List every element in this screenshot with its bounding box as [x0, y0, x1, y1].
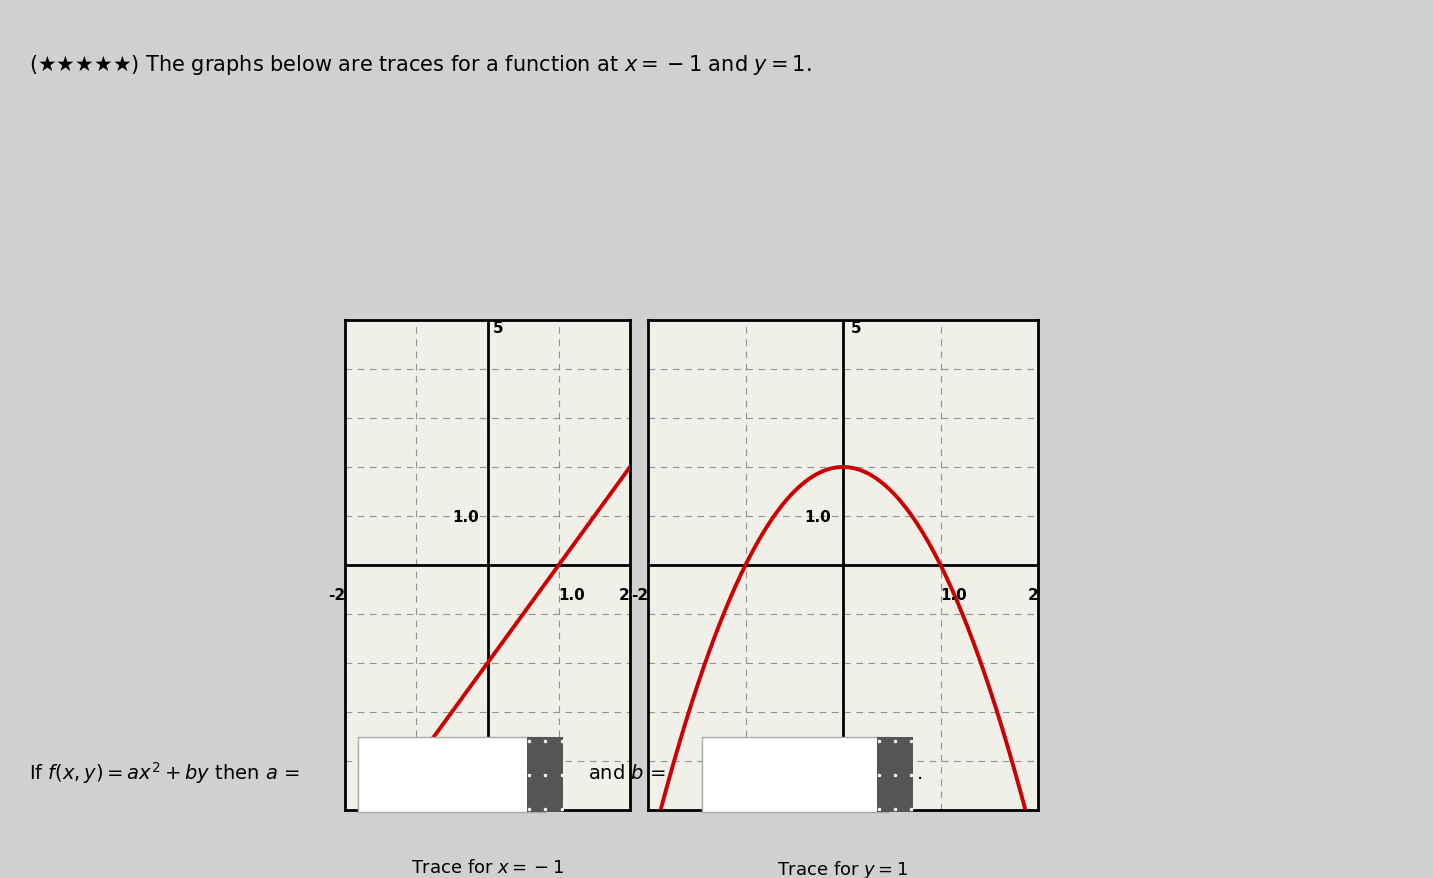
Text: 2: 2 [1027, 587, 1037, 602]
Text: Trace for $y = 1$: Trace for $y = 1$ [778, 859, 909, 878]
Text: -5: -5 [851, 795, 868, 810]
Text: 1.0: 1.0 [940, 587, 967, 602]
Text: 5: 5 [851, 320, 861, 335]
Text: 1.0: 1.0 [559, 587, 586, 602]
Text: 1.0: 1.0 [804, 509, 831, 524]
Text: -2: -2 [631, 587, 648, 602]
Text: If $f(x, y) = ax^2 + by$ then $a$ =: If $f(x, y) = ax^2 + by$ then $a$ = [29, 759, 299, 786]
Text: 5: 5 [493, 320, 504, 335]
Text: and $b$ =: and $b$ = [588, 763, 665, 782]
Text: ($\bigstar\bigstar\bigstar\bigstar\bigstar$) The graphs below are traces for a f: ($\bigstar\bigstar\bigstar\bigstar\bigst… [29, 53, 811, 76]
Text: -2: -2 [328, 587, 345, 602]
Text: -5: -5 [493, 795, 510, 810]
Text: .: . [917, 763, 923, 782]
Text: 2: 2 [619, 587, 631, 602]
Text: Trace for $x = -1$: Trace for $x = -1$ [411, 859, 565, 876]
Text: 1.0: 1.0 [453, 509, 479, 524]
